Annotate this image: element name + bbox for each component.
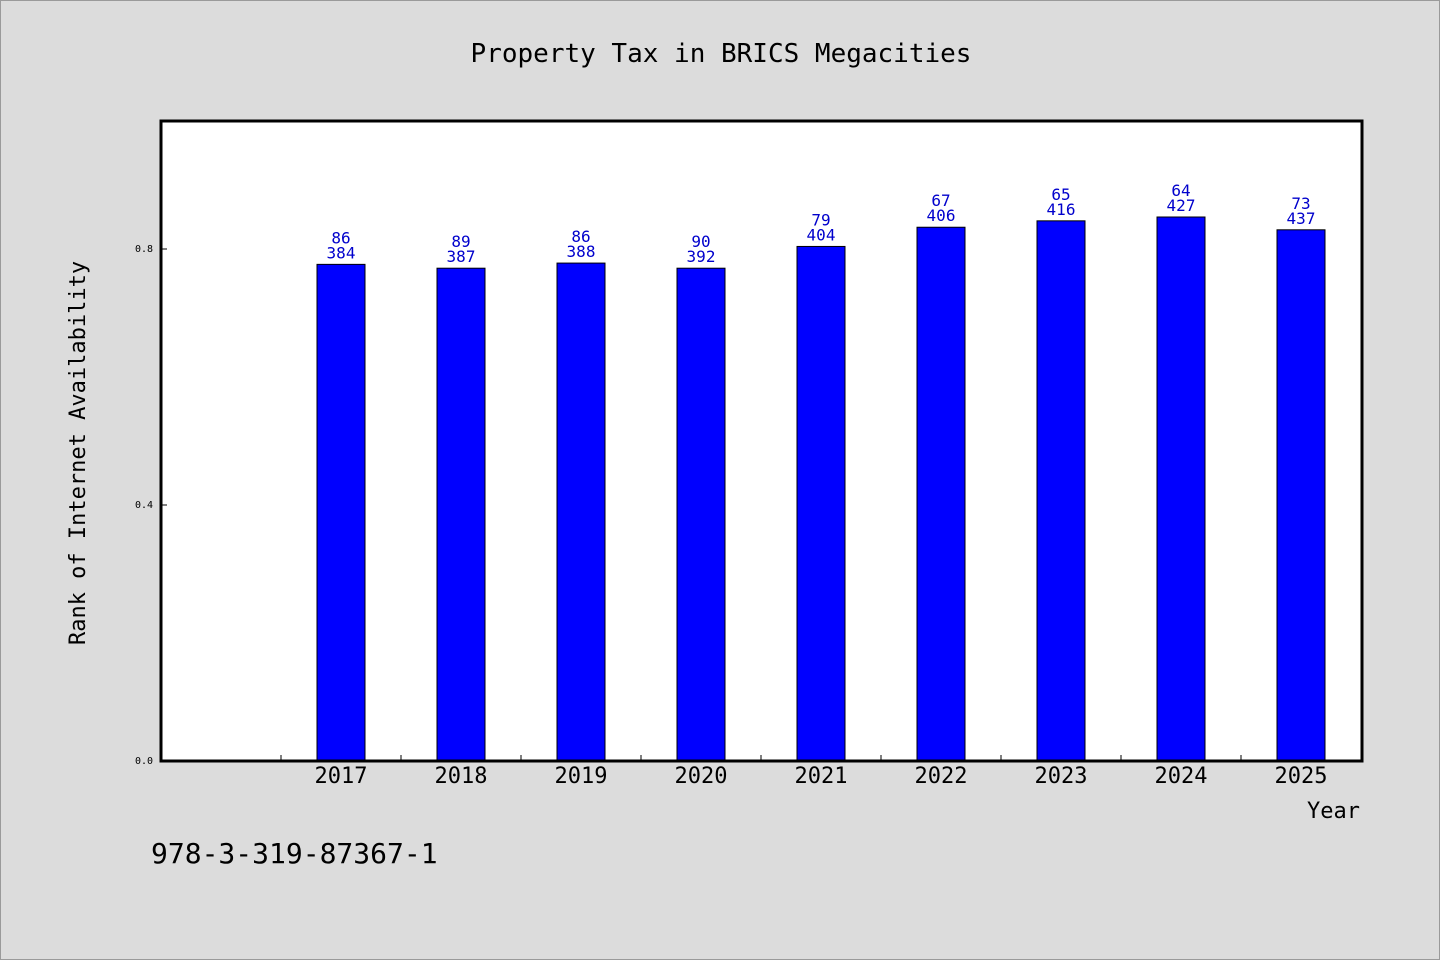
x-tick-label: 2023 (1035, 764, 1088, 789)
bar-2025 (1276, 229, 1326, 762)
data-labels: 8638489387863889039279404674066541664427… (327, 181, 1316, 266)
data-label-bottom: 387 (447, 247, 476, 266)
x-tick-label: 2025 (1275, 764, 1328, 789)
x-tick-label: 2018 (435, 764, 488, 789)
data-label-top: 86 (571, 227, 590, 246)
x-tick-label: 2017 (315, 764, 368, 789)
bar-2020 (676, 267, 726, 762)
footer-isbn: 978-3-319-87367-1 (151, 837, 438, 870)
x-tick-label: 2024 (1155, 764, 1208, 789)
x-tick-label: 2022 (915, 764, 968, 789)
y-tick-label: 0.8 (135, 244, 153, 255)
x-tick-label: 2019 (555, 764, 608, 789)
y-axis-label: Rank of Internet Availability (66, 261, 91, 645)
data-label-top: 79 (811, 210, 830, 229)
bar-2024 (1156, 216, 1206, 762)
bar-2022 (916, 226, 966, 762)
x-axis-label: Year (1307, 799, 1360, 824)
x-tick-label: 2021 (795, 764, 848, 789)
x-axis-ticks: 2017 2018 2019 2020 2021 2022 2023 2024 2025 (280, 755, 1362, 789)
data-label-bottom: 392 (687, 247, 716, 266)
data-label-bottom: 427 (1167, 196, 1196, 215)
data-label-bottom: 416 (1047, 200, 1076, 219)
data-label-top: 64 (1171, 181, 1190, 200)
chart-title: Property Tax in BRICS Megacities (471, 39, 972, 69)
data-label-top: 67 (931, 191, 950, 210)
plot-border (159, 119, 1364, 763)
y-tick-label: 0.0 (135, 756, 153, 767)
data-label-top: 73 (1291, 194, 1310, 213)
data-label-top: 65 (1051, 185, 1070, 204)
x-tick-label: 2020 (675, 764, 728, 789)
bar-2019 (556, 262, 606, 762)
bar-2018 (436, 267, 486, 762)
data-label-top: 89 (451, 232, 470, 251)
bars (316, 216, 1326, 762)
data-label-bottom: 437 (1287, 209, 1316, 228)
bar-2023 (1036, 220, 1086, 762)
data-label-top: 90 (691, 232, 710, 251)
data-label-bottom: 406 (927, 206, 956, 225)
bar-2017 (316, 263, 366, 762)
y-tick-label: 0.4 (135, 500, 153, 511)
data-label-bottom: 388 (567, 242, 596, 261)
bar-2021 (796, 245, 846, 762)
data-label-bottom: 384 (327, 243, 356, 262)
data-label-top: 86 (331, 228, 350, 247)
data-label-bottom: 404 (807, 225, 836, 244)
